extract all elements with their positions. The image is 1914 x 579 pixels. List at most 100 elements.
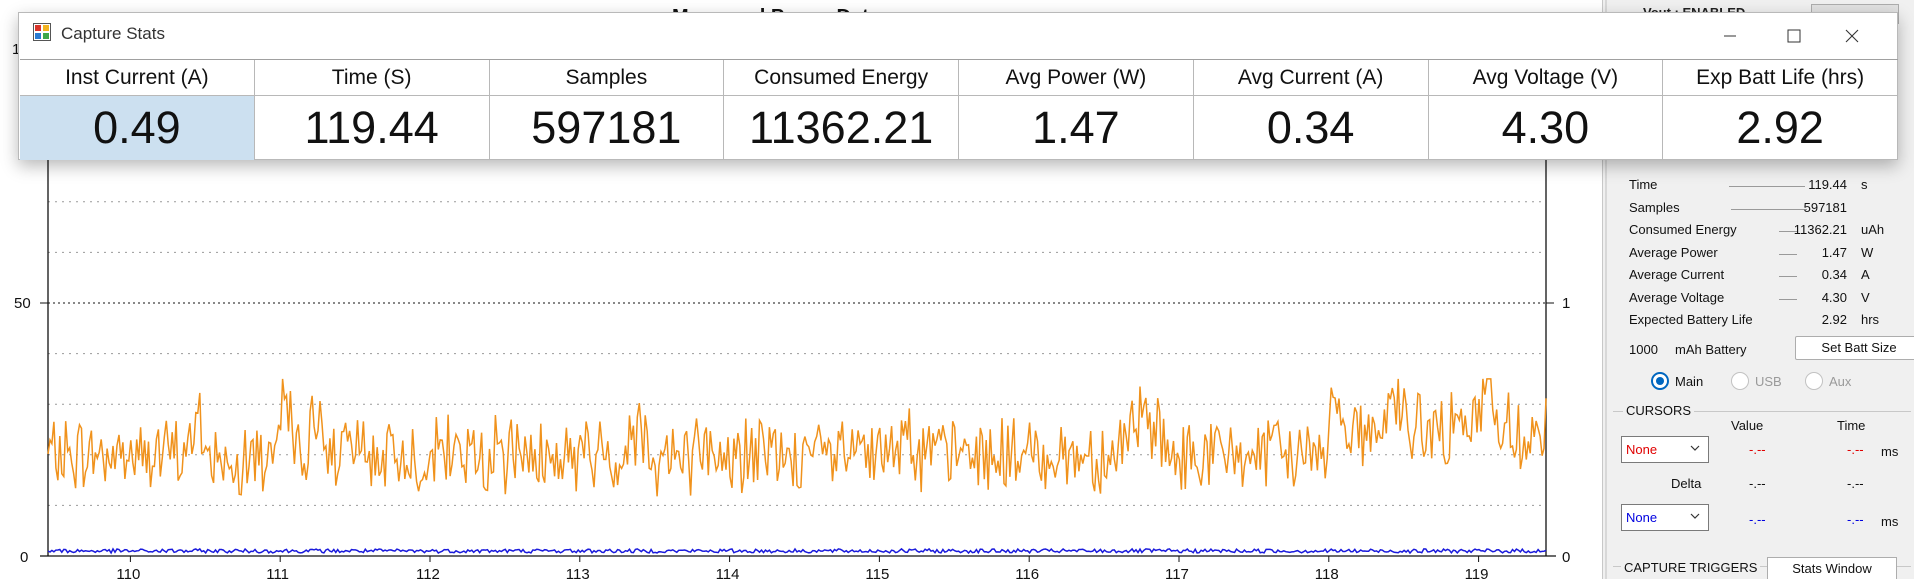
x-tick-label: 110 (116, 566, 140, 579)
cursor2-unit: ms (1881, 514, 1899, 529)
stat-value: 2.92 (1821, 312, 1847, 327)
stats-column-value[interactable]: 0.49 (20, 96, 254, 160)
stats-column-header: Time (S) (254, 60, 489, 96)
close-button[interactable] (1829, 21, 1875, 51)
stat-leader-line (1779, 231, 1797, 232)
stat-label: Expected Battery Life (1629, 312, 1753, 327)
stat-leader-line (1729, 186, 1805, 187)
chart-grid (48, 201, 1546, 506)
cursor-delta-label: Delta (1671, 476, 1702, 491)
maximize-icon (1787, 29, 1801, 43)
left-axis-0-label: 0 (20, 549, 28, 566)
stats-column-value[interactable]: 1.47 (1032, 102, 1120, 153)
x-tick-label: 113 (566, 566, 590, 579)
stats-column-value[interactable]: 11362.21 (748, 102, 934, 153)
capture-triggers-title: CAPTURE TRIGGERS (1621, 560, 1761, 575)
app-icon (33, 23, 51, 41)
cursor-value-header: Value (1731, 418, 1764, 433)
stat-row: Samples 597181 (1629, 198, 1899, 218)
stats-column-header: Samples (489, 60, 724, 96)
x-tick-label: 115 (865, 566, 889, 579)
stat-value: 597181 (1803, 199, 1847, 215)
x-tick-label: 119 (1465, 566, 1489, 579)
capture-stats-window: Capture Stats Inst Current (A) 0.49 Time (… (18, 12, 1898, 160)
cursor-time-header: Time (1837, 418, 1866, 433)
cursor1-select-value: None (1626, 442, 1658, 457)
stat-leader-line (1731, 208, 1807, 210)
x-axis-ticks: 110 111 112 113 114 115 116 117 118 119 (116, 556, 1489, 579)
cursor-delta-value: -.-- (1749, 476, 1766, 491)
stat-unit: W (1861, 244, 1874, 260)
capture-triggers-group (1613, 566, 1911, 579)
x-tick-label: 116 (1015, 566, 1039, 579)
stat-value: 4.30 (1821, 289, 1847, 305)
stats-column-value[interactable]: 119.44 (304, 102, 439, 153)
stats-column: Avg Power (W) 1.47 (959, 60, 1194, 160)
stat-row: Time 119.44 s (1629, 175, 1899, 195)
x-tick-label: 114 (716, 566, 740, 579)
left-axis-50-label: 50 (14, 295, 31, 312)
cursor2-time: -.-- (1847, 512, 1864, 527)
stats-column-value[interactable]: 0.34 (1266, 102, 1355, 153)
radio-main-label: Main (1675, 374, 1704, 389)
close-icon (1845, 29, 1859, 43)
stat-leader-line (1779, 253, 1797, 255)
stats-column: Avg Voltage (V) 4.30 (1428, 60, 1664, 160)
stat-row: Consumed Energy 11362.21 uAh (1629, 220, 1899, 240)
radio-usb-label: USB (1755, 374, 1782, 389)
stats-column-header: Consumed Energy (724, 60, 958, 96)
minimize-button[interactable] (1707, 21, 1753, 51)
radio-main-indicator[interactable] (1651, 372, 1669, 390)
stat-leader-line (1779, 298, 1797, 300)
stat-value: 1.47 (1821, 244, 1847, 260)
left-axis-top-label: 1 (12, 41, 20, 58)
stat-value: 0.34 (1821, 267, 1847, 282)
right-axis-0-label: 0 (1562, 549, 1570, 566)
stats-column-header: Avg Power (W) (959, 60, 1193, 96)
radio-aux-indicator[interactable] (1805, 372, 1823, 390)
stats-column-value[interactable]: 597181 (531, 102, 682, 153)
stat-row: Average Voltage 4.30 V (1629, 288, 1899, 308)
series-blue-line (47, 547, 1547, 555)
series-orange-line (47, 378, 1547, 497)
stat-label: Average Current (1629, 267, 1725, 282)
battery-size-value[interactable]: 1000 (1629, 342, 1658, 357)
stats-column: Exp Batt Life (hrs) 2.92 (1663, 60, 1898, 160)
x-tick-label: 118 (1315, 566, 1339, 579)
chevron-down-icon (1690, 513, 1700, 519)
stats-column: Inst Current (A) 0.49 (20, 60, 255, 160)
stat-value: 119.44 (1808, 177, 1847, 192)
stats-window-titlebar[interactable]: Capture Stats (19, 13, 1897, 59)
stats-column-value[interactable]: 2.92 (1736, 102, 1824, 153)
cursor1-time: -.-- (1847, 442, 1864, 457)
stat-row: Average Current 0.34 A (1629, 265, 1899, 285)
stat-unit: V (1861, 289, 1870, 305)
stat-value: 11362.21 (1793, 222, 1847, 237)
minimize-icon (1724, 35, 1736, 37)
stat-label: Average Power (1629, 244, 1718, 260)
radio-aux-label: Aux (1829, 374, 1852, 389)
x-tick-label: 111 (266, 566, 289, 579)
stats-window-button[interactable]: Stats Window (1767, 557, 1897, 579)
stats-column: Avg Current (A) 0.34 (1193, 60, 1429, 160)
stats-column-value[interactable]: 4.30 (1501, 102, 1590, 153)
cursor2-select[interactable]: None (1621, 504, 1709, 531)
stats-table: Inst Current (A) 0.49 Time (S) 119.44 Sample… (20, 59, 1898, 160)
stats-column-header: Exp Batt Life (hrs) (1663, 60, 1897, 96)
stats-column: Samples 597181 (489, 60, 725, 160)
cursor2-select-value: None (1626, 510, 1658, 525)
power-chart[interactable]: 1 50 0 1 0 110 111 112 113 114 115 116 117 118 11… (0, 0, 1602, 579)
cursor2-value: -.-- (1749, 512, 1766, 527)
cursor-delta-time: -.-- (1847, 476, 1864, 491)
stats-column-header: Inst Current (A) (20, 60, 254, 96)
cursors-group (1613, 411, 1911, 553)
panel-separator (1605, 0, 1607, 579)
stats-column-header: Avg Current (A) (1193, 60, 1428, 96)
x-tick-label: 112 (416, 566, 440, 579)
stats-column-header: Avg Voltage (V) (1428, 60, 1663, 96)
maximize-button[interactable] (1771, 21, 1817, 51)
radio-usb-indicator[interactable] (1731, 372, 1749, 390)
set-batt-size-button[interactable]: Set Batt Size (1795, 336, 1914, 360)
cursor1-select[interactable]: None (1621, 436, 1709, 463)
